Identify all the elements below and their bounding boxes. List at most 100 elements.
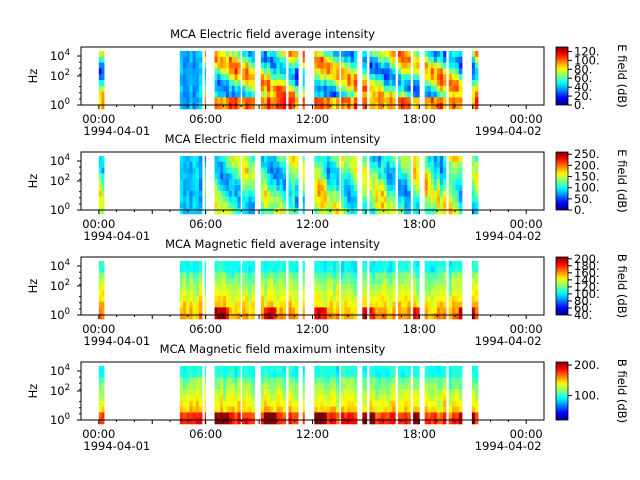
spectrogram-cell bbox=[340, 208, 345, 215]
spectrogram-cell bbox=[392, 290, 396, 297]
spectrogram-cell bbox=[336, 51, 340, 58]
spectrogram-cell bbox=[302, 185, 305, 192]
spectrogram-cell bbox=[237, 301, 241, 308]
spectrogram-cell bbox=[383, 179, 387, 186]
spectrogram-cell bbox=[404, 68, 408, 75]
spectrogram-cell bbox=[270, 74, 274, 81]
spectrogram-cell bbox=[378, 68, 382, 75]
spectrogram-cell bbox=[279, 85, 283, 92]
spectrogram-cell bbox=[223, 389, 227, 396]
spectrogram-cell bbox=[413, 406, 417, 413]
spectrogram-cell bbox=[282, 377, 287, 384]
spectrogram-cell bbox=[350, 406, 355, 413]
spectrogram-cell bbox=[263, 196, 268, 203]
spectrogram-cell bbox=[234, 366, 238, 373]
spectrogram-cell bbox=[424, 62, 429, 69]
spectrogram-cell bbox=[195, 179, 200, 186]
spectrogram-cell bbox=[302, 103, 305, 110]
spectrogram-cell bbox=[282, 371, 287, 378]
spectrogram-cell bbox=[198, 395, 203, 402]
spectrogram-cell bbox=[386, 167, 390, 174]
spectrogram-cell bbox=[458, 208, 463, 215]
spectrogram-cell bbox=[380, 377, 385, 384]
spectrogram-cell bbox=[372, 261, 376, 268]
spectrogram-cell bbox=[413, 301, 417, 308]
spectrogram-cell bbox=[302, 377, 305, 384]
spectrogram-cell bbox=[372, 290, 376, 297]
spectrogram-cell bbox=[430, 383, 435, 390]
spectrogram-cell bbox=[416, 156, 420, 163]
spectrogram-cell bbox=[98, 62, 102, 69]
spectrogram-cell bbox=[217, 272, 221, 279]
spectrogram-cell bbox=[263, 185, 268, 192]
spectrogram-cell bbox=[101, 400, 105, 407]
x-date-label: 1994-04-02 bbox=[475, 334, 542, 348]
spectrogram-cell bbox=[320, 167, 324, 174]
spectrogram-cell bbox=[302, 412, 305, 419]
spectrogram-cell bbox=[433, 51, 438, 58]
spectrogram-cell bbox=[424, 301, 429, 308]
spectrogram-cell bbox=[317, 68, 321, 75]
spectrogram-cell bbox=[189, 377, 193, 384]
colorbar bbox=[555, 361, 569, 421]
spectrogram-cell bbox=[389, 80, 393, 87]
spectrogram-cell bbox=[401, 290, 405, 297]
spectrogram-cell bbox=[226, 74, 230, 81]
spectrogram-cell bbox=[389, 284, 393, 291]
spectrogram-cell bbox=[332, 272, 337, 279]
spectrogram-cell bbox=[389, 103, 393, 110]
spectrogram-cell bbox=[179, 156, 184, 163]
spectrogram-cell bbox=[234, 313, 238, 320]
spectrogram-cell bbox=[362, 295, 368, 302]
spectrogram-cell bbox=[347, 266, 351, 273]
spectrogram-cell bbox=[336, 74, 340, 81]
spectrogram-cell bbox=[452, 185, 456, 192]
spectrogram-cell bbox=[389, 261, 393, 268]
spectrogram-cell bbox=[302, 383, 305, 390]
spectrogram-cell bbox=[404, 156, 408, 163]
spectrogram-cell bbox=[217, 68, 221, 75]
spectrogram-cell bbox=[248, 156, 252, 163]
spectrogram-cell bbox=[204, 161, 206, 168]
spectrogram-cell bbox=[223, 284, 227, 291]
spectrogram-cell bbox=[413, 290, 417, 297]
spectrogram-cell bbox=[392, 272, 396, 279]
spectrogram-cell bbox=[448, 295, 453, 302]
spectrogram-cell bbox=[389, 383, 393, 390]
spectrogram-cell bbox=[430, 301, 435, 308]
spectrogram-cell bbox=[228, 74, 233, 81]
spectrogram-cell bbox=[375, 295, 379, 302]
spectrogram-cell bbox=[231, 295, 235, 302]
spectrogram-cell bbox=[347, 202, 351, 209]
spectrogram-cell bbox=[397, 85, 402, 92]
spectrogram-cell bbox=[320, 51, 324, 58]
spectrogram-cell bbox=[369, 196, 373, 203]
spectrogram-cell bbox=[458, 272, 463, 279]
spectrogram-cell bbox=[407, 266, 411, 273]
spectrogram-cell bbox=[436, 103, 441, 110]
spectrogram-cell bbox=[413, 307, 417, 314]
spectrogram-cell bbox=[323, 266, 328, 273]
spectrogram-cell bbox=[452, 208, 456, 215]
spectrogram-cell bbox=[433, 161, 438, 168]
spectrogram-cell bbox=[251, 418, 255, 425]
spectrogram-cell bbox=[362, 185, 368, 192]
spectrogram-cell bbox=[260, 377, 265, 384]
spectrogram-cell bbox=[195, 366, 200, 373]
spectrogram-cell bbox=[452, 74, 456, 81]
spectrogram-cell bbox=[231, 103, 235, 110]
spectrogram-cell bbox=[270, 290, 274, 297]
spectrogram-cell bbox=[279, 80, 283, 87]
spectrogram-cell bbox=[192, 173, 197, 180]
spectrogram-cell bbox=[204, 272, 206, 279]
spectrogram-cell bbox=[340, 400, 345, 407]
spectrogram-cell bbox=[427, 156, 432, 163]
spectrogram-cell bbox=[336, 190, 340, 197]
spectrogram-cell bbox=[380, 91, 385, 98]
spectrogram-cell bbox=[344, 389, 348, 396]
spectrogram-cell bbox=[350, 266, 355, 273]
spectrogram-cell bbox=[350, 56, 355, 63]
spectrogram-cell bbox=[288, 301, 293, 308]
spectrogram-cell bbox=[372, 56, 376, 63]
spectrogram-cell bbox=[245, 278, 249, 285]
